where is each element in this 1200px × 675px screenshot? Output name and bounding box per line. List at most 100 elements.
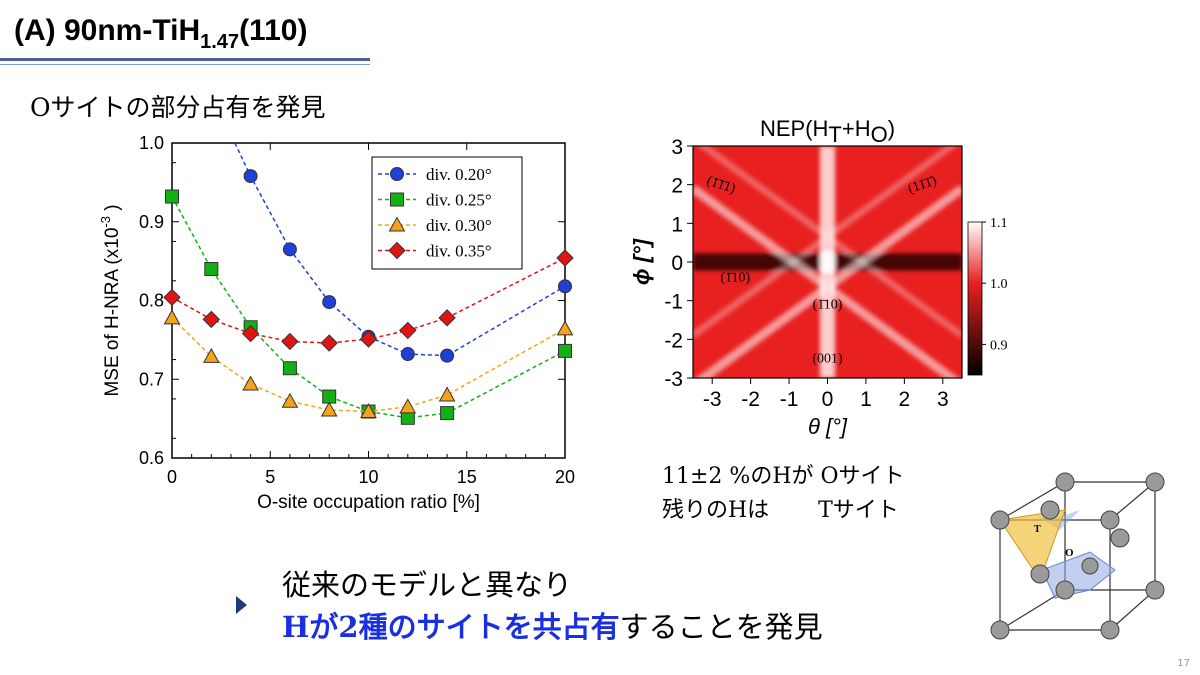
heatmap-y-tick-label: 0: [671, 252, 683, 275]
data-point: [320, 334, 338, 352]
colorbar-tick-label: 1.0: [990, 277, 1008, 292]
series-line: [172, 196, 565, 419]
y-tick-label: 0.7: [139, 369, 164, 389]
conclusion-rest: することを発見: [619, 610, 823, 644]
x-tick-label: 20: [555, 467, 575, 487]
data-point: [400, 347, 415, 362]
data-point: [322, 295, 337, 310]
conclusion-line-2: Hが2種のサイトを共占有することを発見: [282, 604, 823, 646]
heatmap-y-tick-label: 2: [671, 175, 683, 198]
data-point: [399, 321, 417, 340]
page-number: 17: [1177, 658, 1190, 669]
series-line: [172, 317, 565, 413]
conclusion-highlight: Hが2種のサイトを共占有: [282, 610, 620, 644]
series-group: [172, 317, 565, 413]
heatmap-cells: [693, 146, 962, 378]
data-point: [242, 375, 259, 391]
heatmap-annotation: (001): [812, 352, 843, 367]
data-point: [359, 330, 378, 348]
data-point: [202, 347, 220, 363]
heatmap-y-tick-label: -3: [664, 368, 683, 391]
heatmap-x-tick-label: -3: [703, 388, 722, 411]
legend-label: div. 0.35°: [426, 242, 492, 261]
heatmap-x-tick-label: -2: [741, 388, 760, 411]
data-point: [440, 348, 455, 363]
legend-marker: [388, 241, 406, 260]
title-underline: [0, 58, 370, 61]
y-axis-label: MSE of H-NRA (x10-3 ): [98, 204, 123, 396]
x-tick-label: 5: [265, 467, 275, 487]
legend-marker: [390, 192, 404, 207]
heatmap-y-tick-label: -1: [664, 291, 683, 314]
heatmap-x-tick-label: -1: [780, 388, 799, 411]
colorbar-tick-label: 1.1: [990, 216, 1008, 231]
data-point: [556, 320, 574, 336]
data-point: [243, 169, 258, 184]
heatmap-y-tick-label: -2: [664, 329, 683, 352]
heatmap-center-spot: [819, 250, 836, 274]
conclusion-line-1: 従来のモデルと異なり: [282, 568, 573, 602]
bullet-arrow-icon: [236, 596, 247, 614]
slide-title: (A) 90nm-TiH1.47(110): [14, 14, 308, 53]
data-point: [282, 361, 297, 376]
result-line-2: 残りのHは Tサイト: [662, 498, 899, 523]
data-point: [558, 279, 572, 294]
series-line: [234, 143, 565, 357]
legend-marker: [388, 216, 406, 232]
result-line-1: 11±2 %のHが Oサイト: [662, 464, 905, 489]
x-tick-label: 10: [358, 467, 378, 487]
data-point: [282, 242, 297, 257]
legend-marker: [390, 167, 404, 181]
data-point: [163, 288, 181, 307]
data-point: [399, 398, 417, 414]
heatmap-x-tick-label: 3: [937, 388, 949, 411]
svg-text:T: T: [1034, 524, 1041, 535]
data-point: [320, 401, 338, 417]
legend-label: div. 0.25°: [426, 191, 492, 210]
y-tick-label: 0.6: [139, 448, 164, 468]
data-point: [558, 343, 572, 358]
data-point: [204, 262, 219, 276]
data-point: [438, 309, 456, 327]
heatmap-y-axis-label: ϕ [°]: [629, 238, 654, 285]
x-axis-label: O-site occupation ratio [%]: [257, 492, 480, 513]
y-tick-label: 0.8: [139, 291, 164, 311]
heatmap-y-tick-label: 1: [671, 213, 683, 236]
heatmap-x-tick-label: 0: [822, 388, 834, 411]
series-line: [172, 257, 565, 344]
data-point: [440, 406, 455, 421]
data-point: [202, 310, 221, 329]
svg-text:O: O: [1065, 547, 1074, 559]
x-tick-label: 0: [167, 467, 177, 487]
colorbar-tick-label: 0.9: [990, 338, 1008, 353]
data-point: [556, 249, 574, 267]
data-point: [281, 392, 299, 408]
legend-label: div. 0.30°: [426, 216, 492, 235]
y-tick-label: 0.9: [139, 212, 164, 232]
data-point: [241, 324, 260, 343]
heatmap-features: [693, 146, 962, 378]
colorbar: [967, 221, 983, 376]
series-group: [172, 196, 565, 419]
data-point: [163, 309, 181, 325]
crystal-structure-illustration: T O: [990, 472, 1165, 640]
heatmap-x-tick-label: 1: [860, 388, 872, 411]
heatmap-annotation: (1̄10): [720, 270, 750, 285]
title-underline-thin: [0, 64, 370, 65]
nep-heatmap-chart: -3 -2 -1 0 1 2 3 3 2 1 0 -1 -2 -3 NEP(HT+HO) θ [°] ϕ [°]…: [629, 116, 1008, 439]
y-tick-label: 1.0: [139, 133, 164, 153]
heatmap-annotation: (1̄10): [813, 297, 843, 312]
heatmap-x-axis-label: θ [°]: [808, 414, 848, 439]
legend-label: div. 0.20°: [426, 165, 492, 184]
heatmap-title: NEP(HT+HO): [760, 116, 895, 147]
data-point: [281, 332, 299, 351]
data-point: [165, 189, 179, 204]
heatmap-x-tick-label: 2: [899, 388, 911, 411]
x-tick-label: 15: [457, 467, 477, 487]
heatmap-y-tick-label: 3: [671, 136, 683, 159]
slide-subtitle: Oサイトの部分占有を発見: [30, 93, 326, 122]
mse-line-chart: 0 5 10 15 20 0.6 0.7 0.8 0.9 1.0 O-site occupation…: [98, 133, 575, 513]
data-point: [360, 403, 377, 419]
series-group: [234, 143, 565, 357]
series-group: [172, 257, 565, 344]
